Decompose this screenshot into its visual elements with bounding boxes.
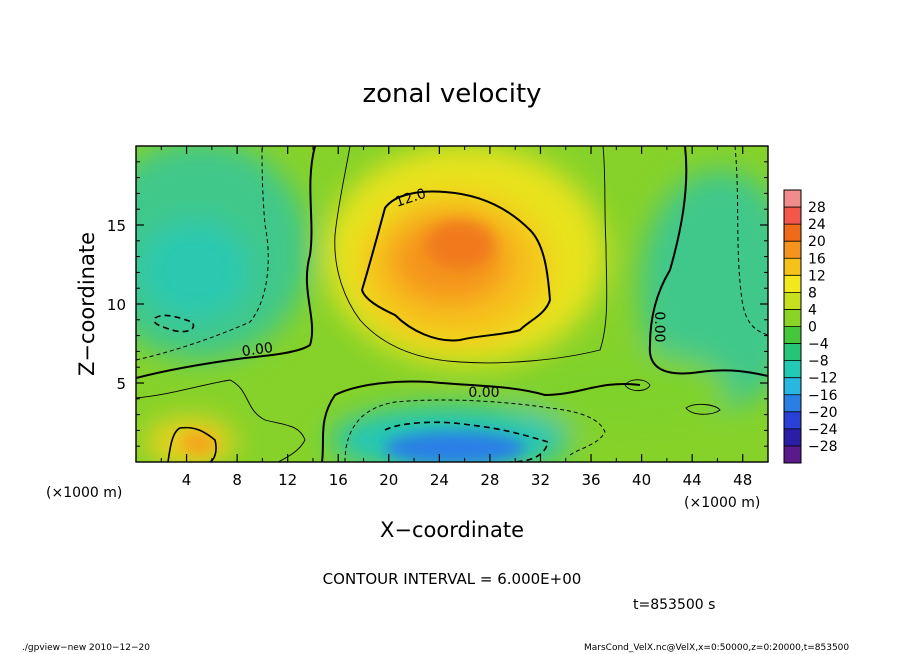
x-tick-label: 32 <box>531 471 550 489</box>
contour-12 <box>360 190 552 342</box>
field-negative-east <box>640 170 768 410</box>
field-green-mid <box>510 350 730 430</box>
x-tick-label: 16 <box>329 471 348 489</box>
contour-pos6-halo <box>334 146 608 364</box>
y-axis: 5 10 15 <box>107 161 768 447</box>
colorbar <box>783 189 802 464</box>
plot-area: 12.0 0.00 0.00 0.00 <box>136 146 768 462</box>
x-tick-label: 36 <box>581 471 600 489</box>
colorbar-segment <box>784 326 801 345</box>
colorbar-label: −28 <box>808 439 838 455</box>
colorbar-segment <box>784 394 801 413</box>
colorbar-segment <box>784 343 801 362</box>
x-tick-label: 28 <box>480 471 499 489</box>
colorbar-segment <box>784 411 801 430</box>
colorbar-segment <box>784 190 801 208</box>
colorbar-segment <box>784 241 801 259</box>
colorbar-segment <box>784 258 801 276</box>
contour-label: 0.00 <box>241 340 274 360</box>
colorbar-label: 8 <box>808 285 817 301</box>
colorbar-label: 0 <box>808 320 817 336</box>
x-unit-right: (×1000 m) <box>684 495 760 511</box>
contour-neg6-west <box>153 314 195 333</box>
time-label: t=853500 s <box>633 597 715 613</box>
footer-left: ./gpview−new 2010−12−20 <box>22 643 150 653</box>
colorbar-label: −16 <box>808 388 838 404</box>
contour-neg3-west <box>136 146 269 361</box>
x-tick-label: 20 <box>379 471 398 489</box>
field-negative-west-core <box>140 220 250 320</box>
y-axis-label: Z−coordinate <box>75 232 99 376</box>
colorbar-label: −4 <box>808 337 829 353</box>
contour-zero-right <box>648 146 768 377</box>
contour-zero-middle <box>321 380 641 462</box>
x-tick-label: 4 <box>182 471 192 489</box>
field-max-peak <box>426 221 494 269</box>
colorbar-segment <box>784 377 801 396</box>
x-tick-label: 24 <box>430 471 449 489</box>
x-tick-label: 48 <box>733 471 752 489</box>
footer-right: MarsCond_VelX.nc@VelX,x=0:50000,z=0:2000… <box>584 643 849 653</box>
x-tick-label: 8 <box>232 471 242 489</box>
contour-pos3-lower <box>136 379 306 462</box>
colorbar-segment <box>784 428 801 447</box>
contour-small-east <box>624 379 651 392</box>
colorbar-segment <box>784 445 801 464</box>
colorbar-label: −20 <box>808 405 838 421</box>
contour-pos6-bottom-left <box>167 426 217 462</box>
x-tick-label: 40 <box>632 471 651 489</box>
chart-title: zonal velocity <box>362 79 541 109</box>
contour-interval-text: CONTOUR INTERVAL = 6.000E+00 <box>323 570 582 588</box>
colorbar-label: 16 <box>808 251 826 267</box>
contour-neg6-bottom <box>384 421 549 462</box>
colorbar-segment <box>784 309 801 327</box>
colorbar-label: −8 <box>808 354 829 370</box>
x-tick-label: 12 <box>278 471 297 489</box>
field-min-core <box>385 432 525 462</box>
contour-zero-left <box>136 146 316 379</box>
y-tick-label: 10 <box>107 296 126 314</box>
contour-label: 0.00 <box>468 385 499 401</box>
y-tick-label: 5 <box>116 375 126 393</box>
colorbar-label: −12 <box>808 371 838 387</box>
colorbar-segment <box>784 360 801 379</box>
colorbar-frame <box>783 189 802 464</box>
x-unit-left: (×1000 m) <box>46 485 122 501</box>
colorbar-label: 12 <box>808 268 826 284</box>
field-bottom-left-peak <box>180 432 216 454</box>
x-axis-label: X−coordinate <box>380 518 524 542</box>
y-tick-label: 15 <box>107 217 126 235</box>
contour-small-east-2 <box>685 403 721 415</box>
x-tick-label: 44 <box>683 471 702 489</box>
colorbar-segment <box>784 224 801 242</box>
colorbar-segment <box>784 207 801 225</box>
x-axis: 4 8 12 16 20 24 28 32 36 40 44 48 <box>160 146 769 489</box>
colorbar-label: 28 <box>808 200 826 216</box>
contour-neg3-bottom <box>344 399 606 462</box>
colorbar-segment <box>784 292 801 310</box>
contour-neg3-east <box>734 146 768 336</box>
colorbar-label: 4 <box>808 302 817 318</box>
colorbar-label: 24 <box>808 217 826 233</box>
colorbar-segment <box>784 275 801 293</box>
colorbar-label: 20 <box>808 234 826 250</box>
contour-label: 0.00 <box>651 311 667 342</box>
colorbar-label: −24 <box>808 422 838 438</box>
